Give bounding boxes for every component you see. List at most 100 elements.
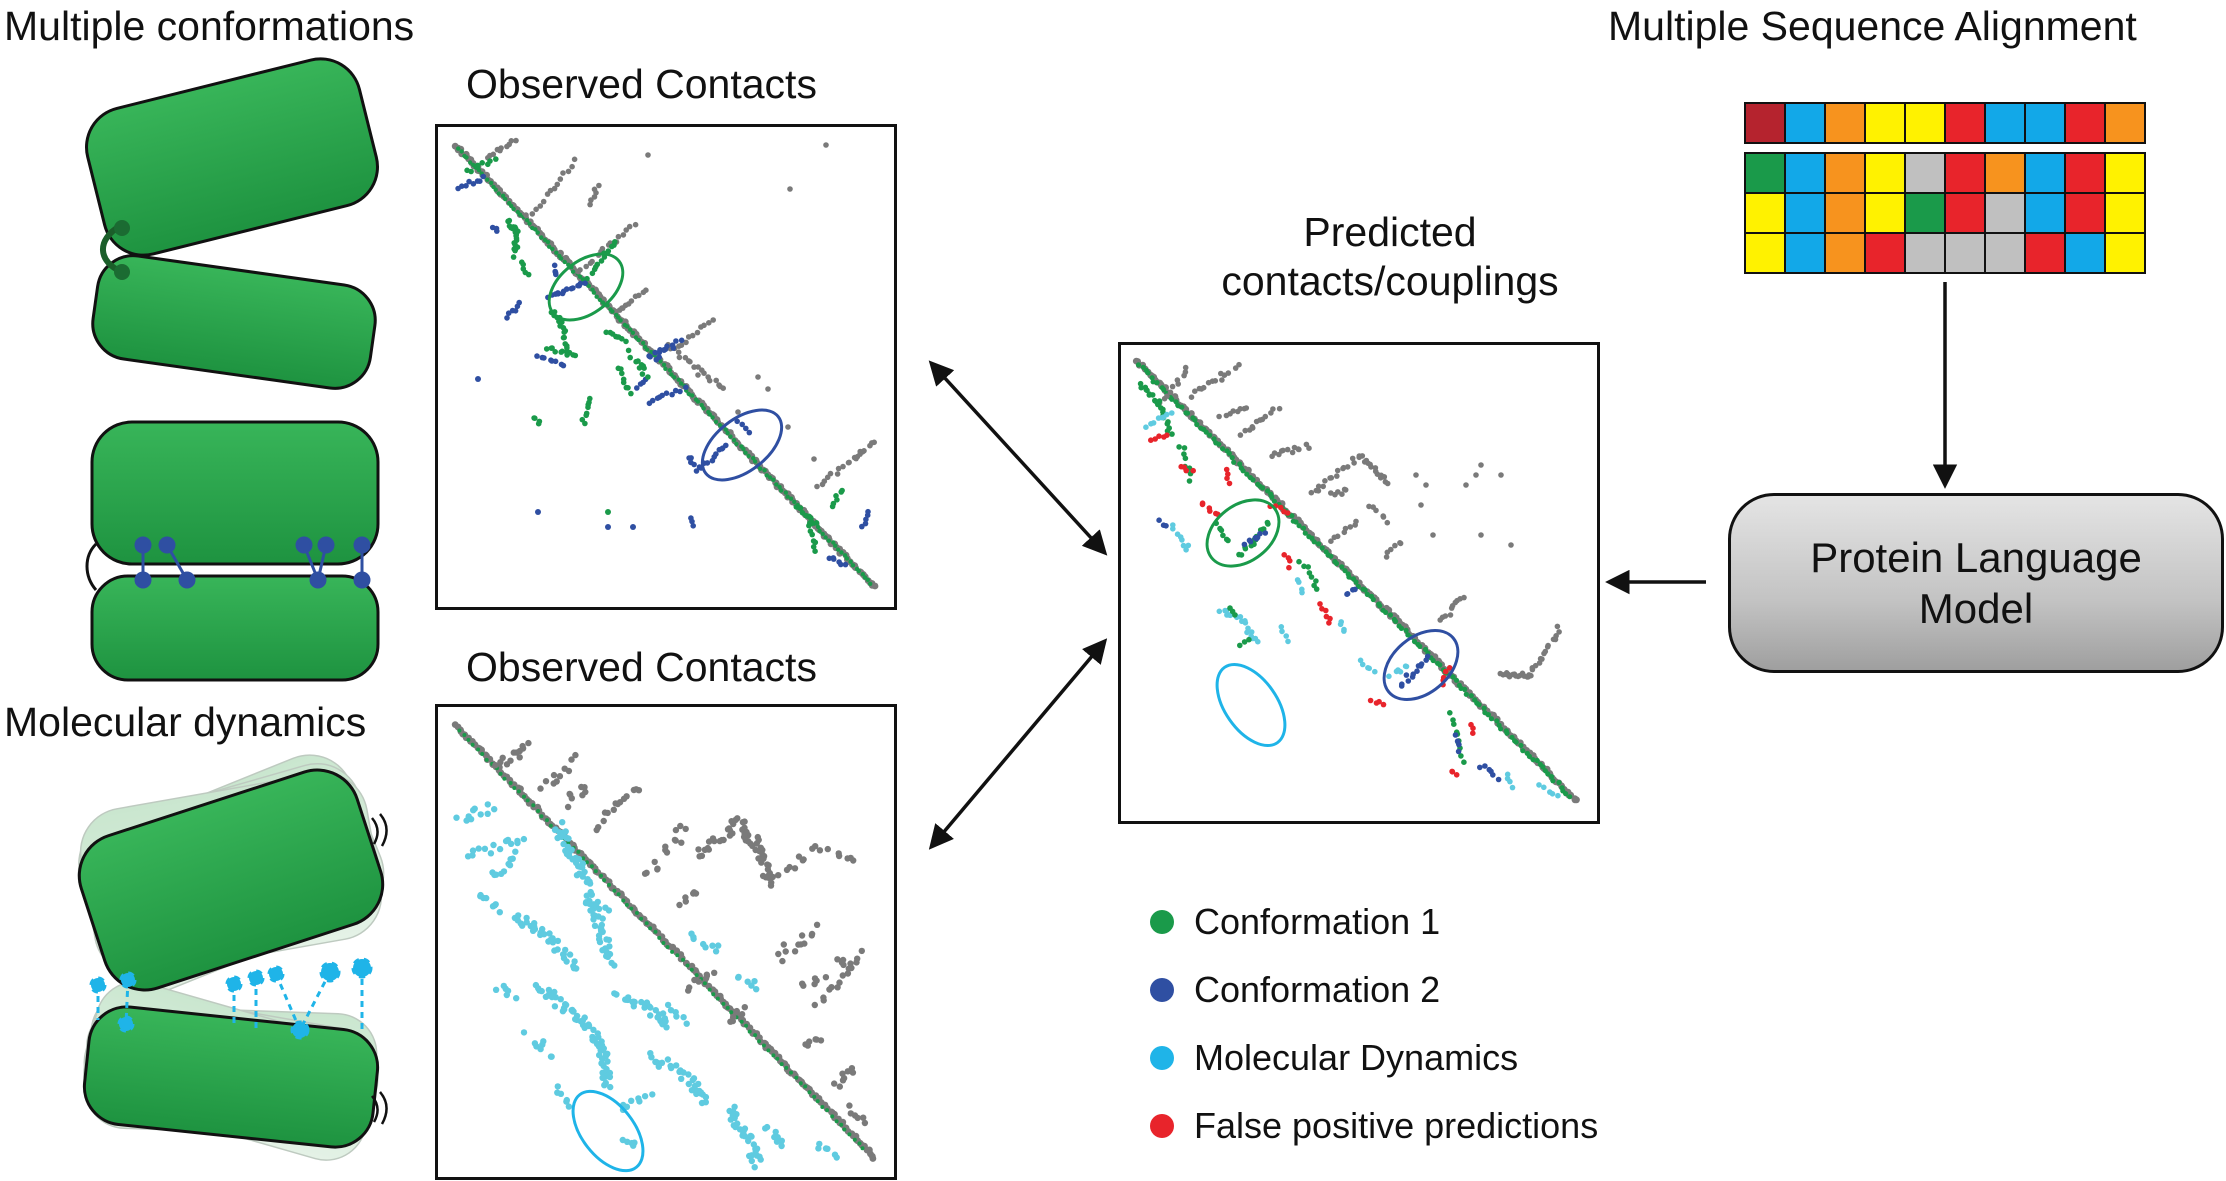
contact-dot-md	[605, 936, 613, 944]
contact-dot	[582, 280, 588, 286]
contact-dot-diagonal	[1545, 771, 1551, 777]
contact-dot-diagonal	[612, 888, 617, 893]
contact-dot	[475, 376, 481, 382]
contact-dot	[628, 298, 635, 304]
contact-dot	[519, 745, 527, 752]
contact-dot-md	[1299, 589, 1305, 596]
contact-dot	[1461, 759, 1467, 765]
contact-dot-md	[1164, 411, 1170, 418]
contact-dot-md	[570, 1008, 577, 1015]
contact-dot	[564, 803, 572, 811]
contact-dot	[1458, 753, 1464, 759]
contact-dot	[739, 421, 745, 428]
observed-contacts-bottom-plot	[451, 721, 877, 1173]
contact-dot-diagonal	[468, 160, 473, 165]
contact-dot	[543, 346, 550, 352]
contact-dot	[588, 197, 594, 203]
contact-dot	[695, 364, 701, 370]
lower-domain-closed	[90, 574, 380, 682]
contact-dot-md	[1279, 628, 1285, 635]
contact-dot-diagonal	[1548, 774, 1555, 780]
contact-dot	[1373, 507, 1379, 514]
contact-dot-diagonal	[847, 1132, 852, 1137]
contact-dot	[1280, 447, 1286, 454]
contact-dot-diagonal	[1265, 488, 1271, 494]
conformation-2-contacts	[134, 536, 371, 589]
contact-dot	[1553, 633, 1559, 639]
contact-dot-md	[688, 1087, 696, 1094]
contact-dot	[1276, 405, 1283, 412]
contact-dot	[604, 809, 611, 817]
contact-dot-md	[643, 999, 651, 1006]
contact-dot	[1315, 483, 1322, 490]
contact-dot-diagonal	[566, 840, 571, 845]
contact-dot	[636, 292, 642, 299]
contact-dot	[741, 1004, 748, 1011]
observed-contacts-bottom-title: Observed Contacts	[466, 644, 817, 690]
contact-dot	[1308, 489, 1315, 496]
contact-dot	[711, 969, 718, 976]
contact-dot-diagonal	[844, 556, 850, 561]
contact-dot-md	[1244, 629, 1250, 636]
contact-dot-diagonal	[589, 864, 594, 869]
contact-dot-md	[1179, 537, 1185, 543]
contact-dot-diagonal	[633, 335, 639, 340]
contact-dot	[634, 385, 640, 391]
contact-dot	[1296, 446, 1302, 453]
contact-dot	[787, 186, 793, 192]
contact-dot-diagonal	[531, 803, 536, 808]
contact-dot-md	[586, 880, 594, 887]
legend-label: Conformation 1	[1194, 901, 1441, 942]
contact-dot-md	[548, 993, 556, 1001]
contact-dot	[809, 531, 815, 538]
contact-dot	[704, 460, 711, 466]
contact-dot-diagonal	[695, 399, 701, 404]
contact-dot-diagonal	[1513, 739, 1519, 745]
contact-dot-md	[735, 973, 742, 981]
contact-dot-md	[490, 841, 497, 849]
contact-dot	[563, 286, 570, 292]
contact-dot-diagonal	[868, 581, 873, 586]
contact-dot-diagonal	[550, 246, 555, 252]
contact-dot-diagonal	[1485, 712, 1491, 718]
contact-dot	[537, 785, 544, 792]
contact-dot-md	[469, 852, 476, 859]
contact-dot-diagonal	[830, 1114, 835, 1119]
contact-dot-diagonal	[1526, 753, 1532, 759]
contact-dot	[827, 470, 834, 477]
contact-dot	[677, 822, 684, 830]
contact-dot	[568, 795, 575, 802]
contact-dot-diagonal	[746, 453, 751, 459]
contact-dot	[1452, 732, 1459, 738]
contact-dot	[710, 317, 716, 323]
contact-dot	[463, 183, 469, 189]
predicted-contacts-map	[1118, 342, 1600, 824]
contact-dot-diagonal	[1311, 539, 1317, 545]
contact-dot-diagonal	[771, 477, 776, 482]
contact-dot	[1450, 717, 1456, 723]
contact-dot	[663, 390, 670, 397]
contact-dot-md	[570, 965, 578, 972]
contact-dot	[582, 420, 588, 427]
contact-dot-md	[483, 894, 490, 902]
contact-dot-diagonal	[1184, 410, 1191, 416]
contact-dot	[689, 332, 696, 339]
contact-dot	[1349, 455, 1356, 462]
contact-dot-diagonal	[825, 1108, 830, 1113]
contact-dot-diagonal	[629, 906, 634, 911]
contact-dot	[813, 921, 821, 928]
contact-dot-diagonal	[485, 177, 490, 182]
contact-dot	[1270, 406, 1276, 412]
contact-dot-md	[631, 1139, 638, 1146]
contact-dot	[1403, 672, 1410, 678]
contact-dot-diagonal	[1364, 591, 1370, 597]
contact-dot-diagonal	[820, 531, 825, 537]
contact-dot	[1410, 671, 1416, 677]
contact-dot-diagonal	[663, 366, 668, 371]
contact-dot-diagonal	[1192, 417, 1198, 423]
contact-dot-diagonal	[1393, 618, 1399, 624]
contact-dot	[557, 176, 564, 182]
contact-dot	[860, 1114, 867, 1121]
contact-dot-false-positive	[1284, 510, 1291, 516]
contact-dot	[561, 765, 568, 772]
